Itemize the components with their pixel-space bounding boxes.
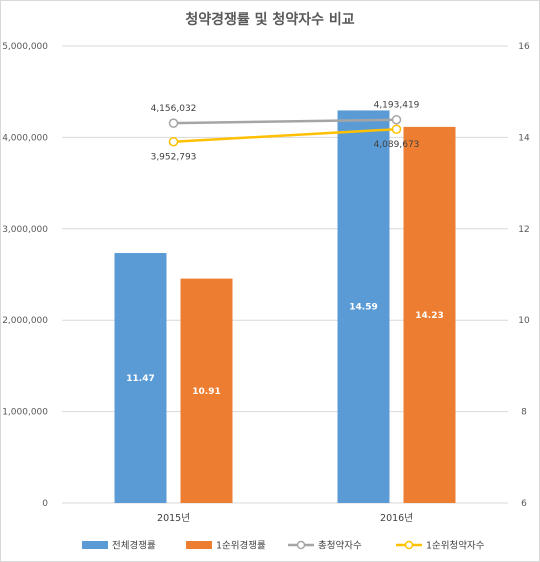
left-axis-tick-label: 3,000,000 xyxy=(2,225,48,235)
left-axis-tick-label: 4,000,000 xyxy=(2,133,48,143)
left-axis-tick-label: 0 xyxy=(42,499,48,509)
line-point xyxy=(168,136,179,147)
line-point xyxy=(391,124,402,134)
left-axis-tick-label: 1,000,000 xyxy=(2,408,48,418)
point-data-label: 4,156,032 xyxy=(151,104,197,114)
bar xyxy=(403,126,456,503)
right-axis-tick-label: 14 xyxy=(518,133,530,143)
right-axis-tick-label: 6 xyxy=(521,499,527,509)
legend-label: 1순위경쟁률 xyxy=(216,540,266,552)
bar-series: 11.47 14.59 10.91 14.23 xyxy=(114,110,456,503)
series-line xyxy=(173,118,397,125)
line-series: 4,156,032 4,193,419 3,952,793 4,089,673 xyxy=(151,101,420,163)
legend-swatch xyxy=(186,541,212,549)
right-axis-tick-label: 10 xyxy=(518,316,530,326)
bar xyxy=(114,253,167,503)
right-axis-tick-label: 16 xyxy=(518,42,530,52)
bar-data-label: 10.91 xyxy=(192,387,220,397)
line-point xyxy=(168,118,179,128)
category-label: 2015년 xyxy=(157,513,190,524)
bar-data-label: 14.23 xyxy=(415,311,443,321)
point-data-label: 4,089,673 xyxy=(374,140,420,150)
bar xyxy=(180,278,233,503)
bar xyxy=(337,110,390,503)
legend-swatch-marker xyxy=(404,540,414,550)
left-axis-ticks: 0 1,000,000 2,000,000 3,000,000 4,000,000 5,0… xyxy=(2,42,48,509)
right-axis-tick-label: 12 xyxy=(518,225,529,235)
legend-label: 1순위청약자수 xyxy=(426,540,485,552)
bar-data-label: 11.47 xyxy=(126,374,154,384)
point-data-label: 3,952,793 xyxy=(151,153,197,163)
legend: 전체경쟁률 1순위경쟁률 총청약자수 1순위청약자수 xyxy=(82,540,485,552)
legend-swatch xyxy=(82,541,108,549)
right-axis-ticks: 6 8 10 12 14 16 xyxy=(518,42,530,509)
category-axis: 2015년 2016년 xyxy=(157,513,413,524)
legend-label: 전체경쟁률 xyxy=(112,540,156,552)
left-axis-tick-label: 5,000,000 xyxy=(2,42,48,52)
left-axis-tick-label: 2,000,000 xyxy=(2,316,48,326)
legend-label: 총청약자수 xyxy=(318,540,362,552)
legend-swatch-marker xyxy=(296,540,306,550)
point-data-label: 4,193,419 xyxy=(374,101,420,111)
bar-data-label: 14.59 xyxy=(349,303,377,313)
category-label: 2016년 xyxy=(380,513,413,524)
series-line xyxy=(173,127,397,143)
chart-title: 청약경쟁률 및 청약자수 비교 xyxy=(185,11,354,28)
right-axis-tick-label: 8 xyxy=(521,408,527,418)
line-point xyxy=(391,114,402,125)
